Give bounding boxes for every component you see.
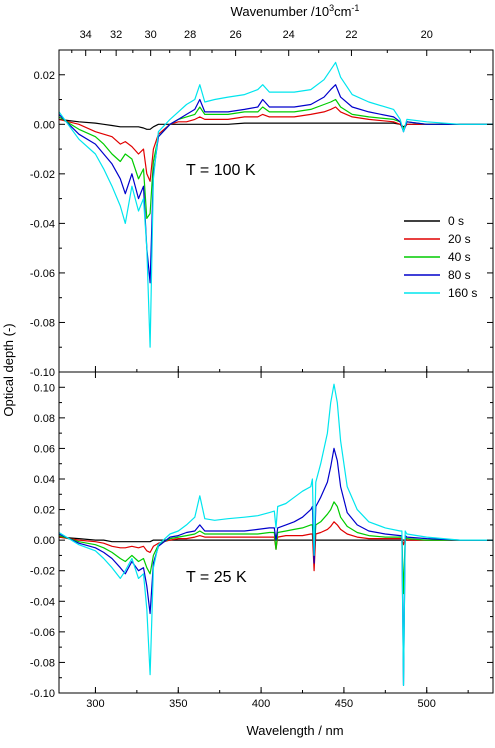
y-tick-label: 0.08: [34, 413, 55, 425]
x-tick-label: 350: [169, 698, 187, 710]
temperature-label-1: T = 100 K: [186, 162, 256, 179]
series-line-1-4: [59, 84, 493, 284]
series-line-1-1: [59, 118, 493, 130]
legend-label: 20 s: [448, 232, 471, 246]
x2-tick-label: 22: [345, 29, 357, 41]
x2-tick-label: 30: [145, 29, 157, 41]
y-tick-label: 0.02: [34, 505, 55, 517]
temperature-label-2: T = 25 K: [186, 569, 247, 586]
panel-1: 0.02 0.00 -0.02 -0.04 -0.06 -0.08 -0.10 T = 100…: [30, 49, 494, 379]
y-tick-label: -0.10: [30, 688, 55, 700]
legend-label: 80 s: [448, 268, 471, 282]
y-tick-label: -0.04: [30, 218, 55, 230]
top-axis-title: Wavenumber /103cm-1: [231, 3, 360, 19]
x2-tick-label: 34: [80, 29, 92, 41]
series-line-2-3: [59, 501, 493, 595]
y-tick-label: 0.00: [34, 535, 55, 547]
y-tick-label: 0.02: [34, 70, 55, 82]
x-axis-title: Wavelength / nm: [246, 723, 343, 738]
series-line-2-4: [59, 447, 493, 687]
y-tick-label: -0.04: [30, 596, 55, 608]
y-tick-label: -0.06: [30, 268, 55, 280]
x2-tick-label: 32: [110, 29, 122, 41]
x2-tick-label: 26: [229, 29, 241, 41]
x-tick-label: 400: [252, 698, 270, 710]
y-tick-label: 0.00: [34, 119, 55, 131]
legend: 0 s 20 s 40 s 80 s 160 s: [404, 214, 477, 300]
y-tick-label: 0.10: [34, 382, 55, 394]
y-tick-label: 0.04: [34, 474, 55, 486]
series-line-1-3: [59, 98, 493, 219]
y-tick-label: -0.08: [30, 657, 55, 669]
y-tick-label: -0.08: [30, 317, 55, 329]
series-line-1-5: [59, 61, 493, 348]
panel-2: 0.10 0.08 0.06 0.04 0.02 0.00 -0.02 -0.04 -0.06 -…: [30, 371, 494, 700]
panel-1-series: [59, 61, 493, 348]
series-line-1-2: [59, 106, 493, 182]
panel-2-frame: [58, 371, 494, 694]
y-tick-label: -0.10: [30, 367, 55, 379]
legend-label: 40 s: [448, 250, 471, 264]
series-line-2-5: [59, 383, 493, 687]
y-axis-title: Optical depth (-): [1, 323, 16, 416]
legend-label: 0 s: [448, 214, 464, 228]
panel-1-frame: [58, 49, 494, 373]
x2-tick-label: 28: [184, 29, 196, 41]
legend-label: 160 s: [448, 286, 477, 300]
panels: 0.02 0.00 -0.02 -0.04 -0.06 -0.08 -0.10 T = 100…: [30, 29, 494, 710]
x-tick-label: 300: [86, 698, 104, 710]
x-tick-label: 450: [335, 698, 353, 710]
x2-tick-label: 24: [283, 29, 295, 41]
y-tick-label: -0.02: [30, 566, 55, 578]
x2-tick-label: 20: [421, 29, 433, 41]
panel-2-series: [59, 383, 493, 687]
x-tick-label: 500: [418, 698, 436, 710]
y-tick-label: 0.06: [34, 443, 55, 455]
y-tick-label: -0.02: [30, 169, 55, 181]
y-tick-label: -0.06: [30, 627, 55, 639]
